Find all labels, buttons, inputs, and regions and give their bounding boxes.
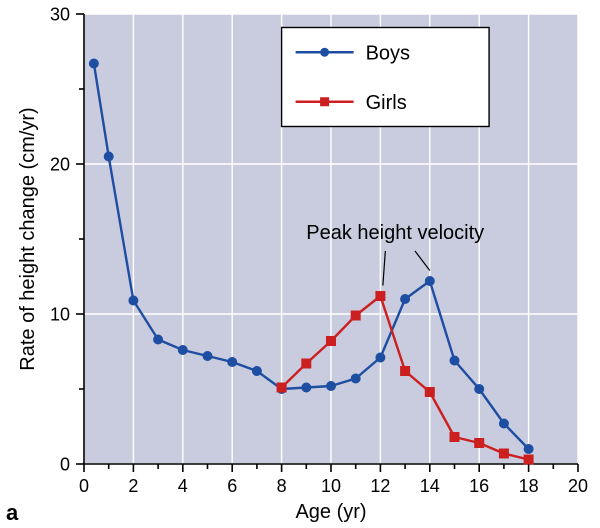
x-tick-label: 10 — [321, 476, 341, 496]
series-marker-boys — [327, 382, 336, 391]
series-marker-girls — [277, 383, 286, 392]
series-marker-boys — [228, 358, 237, 367]
series-marker-boys — [376, 353, 385, 362]
y-axis-label: Rate of height change (cm/yr) — [17, 107, 39, 370]
series-marker-girls — [302, 359, 311, 368]
series-marker-boys — [104, 152, 113, 161]
series-marker-boys — [524, 445, 533, 454]
x-tick-label: 2 — [128, 476, 138, 496]
series-marker-girls — [327, 337, 336, 346]
panel-label: a — [6, 500, 19, 525]
y-tick-label: 20 — [50, 154, 70, 174]
x-tick-label: 0 — [79, 476, 89, 496]
legend-label-girls: Girls — [366, 92, 407, 114]
series-marker-girls — [475, 439, 484, 448]
series-marker-boys — [302, 383, 311, 392]
y-tick-label: 0 — [60, 454, 70, 474]
series-marker-girls — [499, 449, 508, 458]
series-marker-boys — [425, 277, 434, 286]
series-marker-boys — [178, 346, 187, 355]
legend-marker-boys — [320, 48, 329, 57]
series-marker-girls — [450, 433, 459, 442]
x-tick-label: 8 — [277, 476, 287, 496]
x-tick-label: 18 — [519, 476, 539, 496]
legend-marker-girls — [320, 97, 329, 106]
series-marker-boys — [450, 356, 459, 365]
peak-height-velocity-label: Peak height velocity — [306, 222, 484, 244]
series-marker-boys — [499, 419, 508, 428]
series-marker-boys — [154, 335, 163, 344]
series-marker-boys — [252, 367, 261, 376]
x-tick-label: 14 — [420, 476, 440, 496]
legend-label-boys: Boys — [366, 42, 410, 64]
x-tick-label: 6 — [227, 476, 237, 496]
series-marker-boys — [203, 352, 212, 361]
series-marker-boys — [89, 59, 98, 68]
x-tick-label: 4 — [178, 476, 188, 496]
series-marker-boys — [475, 385, 484, 394]
x-tick-label: 20 — [568, 476, 588, 496]
series-marker-boys — [129, 296, 138, 305]
series-marker-girls — [425, 388, 434, 397]
series-marker-girls — [401, 367, 410, 376]
y-tick-label: 30 — [50, 4, 70, 24]
series-marker-girls — [351, 311, 360, 320]
series-marker-girls — [376, 292, 385, 301]
x-axis-label: Age (yr) — [295, 501, 366, 523]
series-marker-boys — [351, 374, 360, 383]
x-tick-label: 16 — [469, 476, 489, 496]
x-tick-label: 12 — [370, 476, 390, 496]
series-marker-boys — [401, 295, 410, 304]
y-tick-label: 10 — [50, 304, 70, 324]
series-marker-girls — [524, 455, 533, 464]
chart-container: 0 2 4 6 8 10 12 14 16 18 20 0 10 20 30 Age (yr) Rate of … — [0, 0, 600, 528]
